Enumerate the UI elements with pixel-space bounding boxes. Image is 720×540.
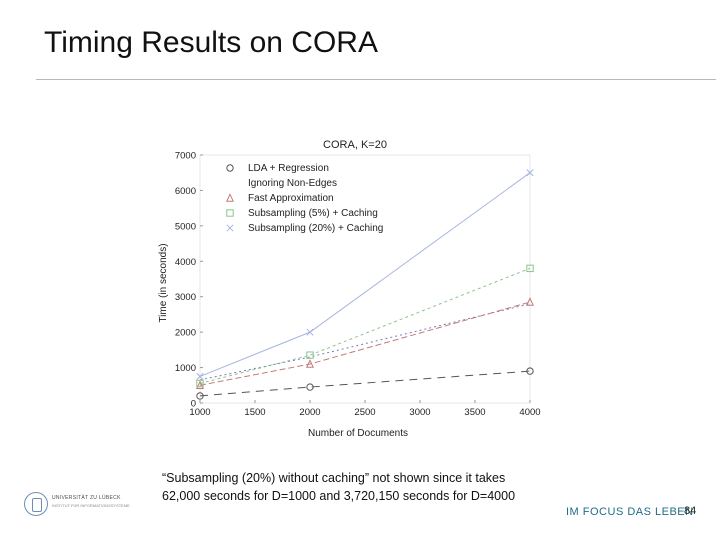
y-tick-label: 7000 [175, 151, 196, 162]
university-name: UNIVERSITÄT ZU LÜBECK [52, 495, 121, 501]
footnote-line-1: “Subsampling (20%) without caching” not … [162, 471, 506, 485]
legend-label-1: LDA + Regression [248, 163, 329, 174]
data-point-series-1 [526, 367, 534, 375]
data-point-series-1 [196, 392, 204, 400]
legend-marker-4 [226, 209, 234, 217]
y-tick-label: 2000 [175, 328, 196, 339]
series-line-2 [199, 303, 531, 381]
footer-tagline: IM FOCUS DAS LEBEN [566, 506, 694, 518]
y-axis-ticks: 0 1000 2000 3000 4000 5000 6000 7000 [175, 151, 203, 410]
series-lines [199, 172, 531, 397]
y-tick-label: 3000 [175, 292, 196, 303]
legend-label-5: Subsampling (20%) + Caching [248, 223, 383, 234]
data-point-series-3 [306, 359, 314, 368]
data-point-series-4 [526, 264, 534, 273]
series-markers [196, 169, 534, 400]
data-point-series-5 [526, 169, 534, 177]
y-tick-label: 4000 [175, 257, 196, 268]
university-seal-icon [24, 492, 48, 516]
series-line-1 [199, 370, 531, 397]
institute-name: INSTITUT FÜR INFORMATIONSSYSTEME [52, 503, 130, 508]
data-point-series-3 [526, 297, 534, 306]
y-tick-label: 6000 [175, 186, 196, 197]
page-number: 84 [684, 505, 697, 517]
data-point-series-5 [306, 328, 314, 336]
legend-label-2: Ignoring Non-Edges [248, 178, 337, 189]
x-axis-label: Number of Documents [308, 428, 408, 439]
series-line-4 [199, 267, 531, 384]
series-line-3 [199, 301, 531, 386]
data-point-series-4 [306, 351, 314, 359]
legend-marker-3 [226, 193, 234, 202]
y-tick-label: 5000 [175, 221, 196, 232]
x-tick-label: 1000 [189, 407, 210, 418]
x-axis-ticks: 1000 1500 2000 2500 3000 3500 4000 [189, 400, 541, 418]
chart-title: CORA, K=20 [323, 139, 387, 151]
x-tick-label: 2500 [354, 407, 375, 418]
legend-marker-5 [226, 224, 234, 232]
slide-title: Timing Results on CORA [44, 26, 378, 59]
y-axis-label: Time (in seconds) [158, 243, 169, 322]
data-point-series-3 [196, 380, 204, 389]
university-logo: UNIVERSITÄT ZU LÜBECK INSTITUT FÜR INFOR… [24, 492, 164, 522]
data-point-series-1 [306, 383, 314, 391]
legend-label-3: Fast Approximation [248, 193, 334, 204]
y-tick-label: 0 [191, 399, 196, 410]
x-tick-label: 3000 [409, 407, 430, 418]
x-tick-label: 4000 [519, 407, 540, 418]
footnote-line-2: 62,000 seconds for D=1000 and 3,720,150 … [162, 489, 516, 503]
chart-legend: LDA + Regression Ignoring Non-Edges Fast A… [226, 163, 383, 234]
x-tick-label: 3500 [464, 407, 485, 418]
x-tick-label: 2000 [299, 407, 320, 418]
data-point-series-4 [196, 379, 204, 388]
legend-label-4: Subsampling (5%) + Caching [248, 208, 378, 219]
legend-marker-1 [226, 164, 234, 172]
y-tick-label: 1000 [175, 363, 196, 374]
title-divider [36, 79, 716, 80]
data-point-series-5 [196, 372, 204, 380]
footnote: “Subsampling (20%) without caching” not … [162, 469, 515, 505]
x-tick-label: 1500 [244, 407, 265, 418]
